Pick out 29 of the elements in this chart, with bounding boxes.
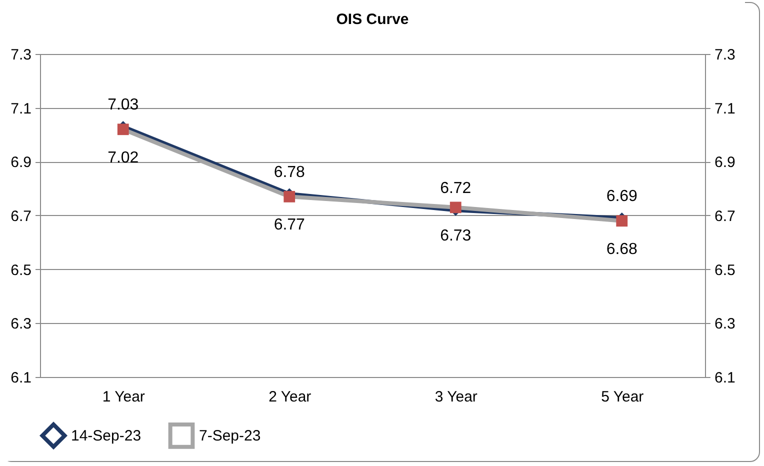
x-tick-label: 1 Year <box>102 388 145 406</box>
data-label: 6.69 <box>606 188 638 206</box>
y-tick-label: 6.7 <box>10 208 32 225</box>
y2-tick-label: 6.7 <box>714 208 736 225</box>
data-label: 7.03 <box>108 96 139 114</box>
y2-tick-label: 6.3 <box>714 316 736 333</box>
legend-label: 7-Sep-23 <box>199 428 261 445</box>
y2-tick-label: 6.9 <box>714 154 736 172</box>
x-tick-label: 3 Year <box>434 388 478 406</box>
y2-tick-label: 7.3 <box>714 46 736 64</box>
x-tick-label: 2 Year <box>268 388 312 406</box>
y-tick-label: 6.3 <box>10 316 32 333</box>
y2-tick-label: 7.1 <box>714 100 736 118</box>
data-label: 6.73 <box>440 227 472 244</box>
data-label: 6.77 <box>274 216 306 234</box>
y2-tick-label: 6.5 <box>714 262 736 279</box>
y2-tick-label: 6.1 <box>714 370 736 386</box>
legend-label: 14-Sep-23 <box>71 428 142 445</box>
x-tick-label: 5 Year <box>601 388 644 406</box>
y-tick-label: 7.1 <box>10 100 32 118</box>
data-label: 6.68 <box>606 240 638 258</box>
y-tick-label: 6.5 <box>10 262 32 279</box>
data-label: 6.78 <box>274 164 306 181</box>
chart-title: OIS Curve <box>336 11 409 28</box>
y-tick-label: 6.1 <box>10 370 32 386</box>
y-tick-label: 7.3 <box>10 46 32 64</box>
data-label: 6.72 <box>440 180 472 198</box>
data-label: 7.02 <box>108 149 139 166</box>
y-tick-label: 6.9 <box>10 154 32 172</box>
